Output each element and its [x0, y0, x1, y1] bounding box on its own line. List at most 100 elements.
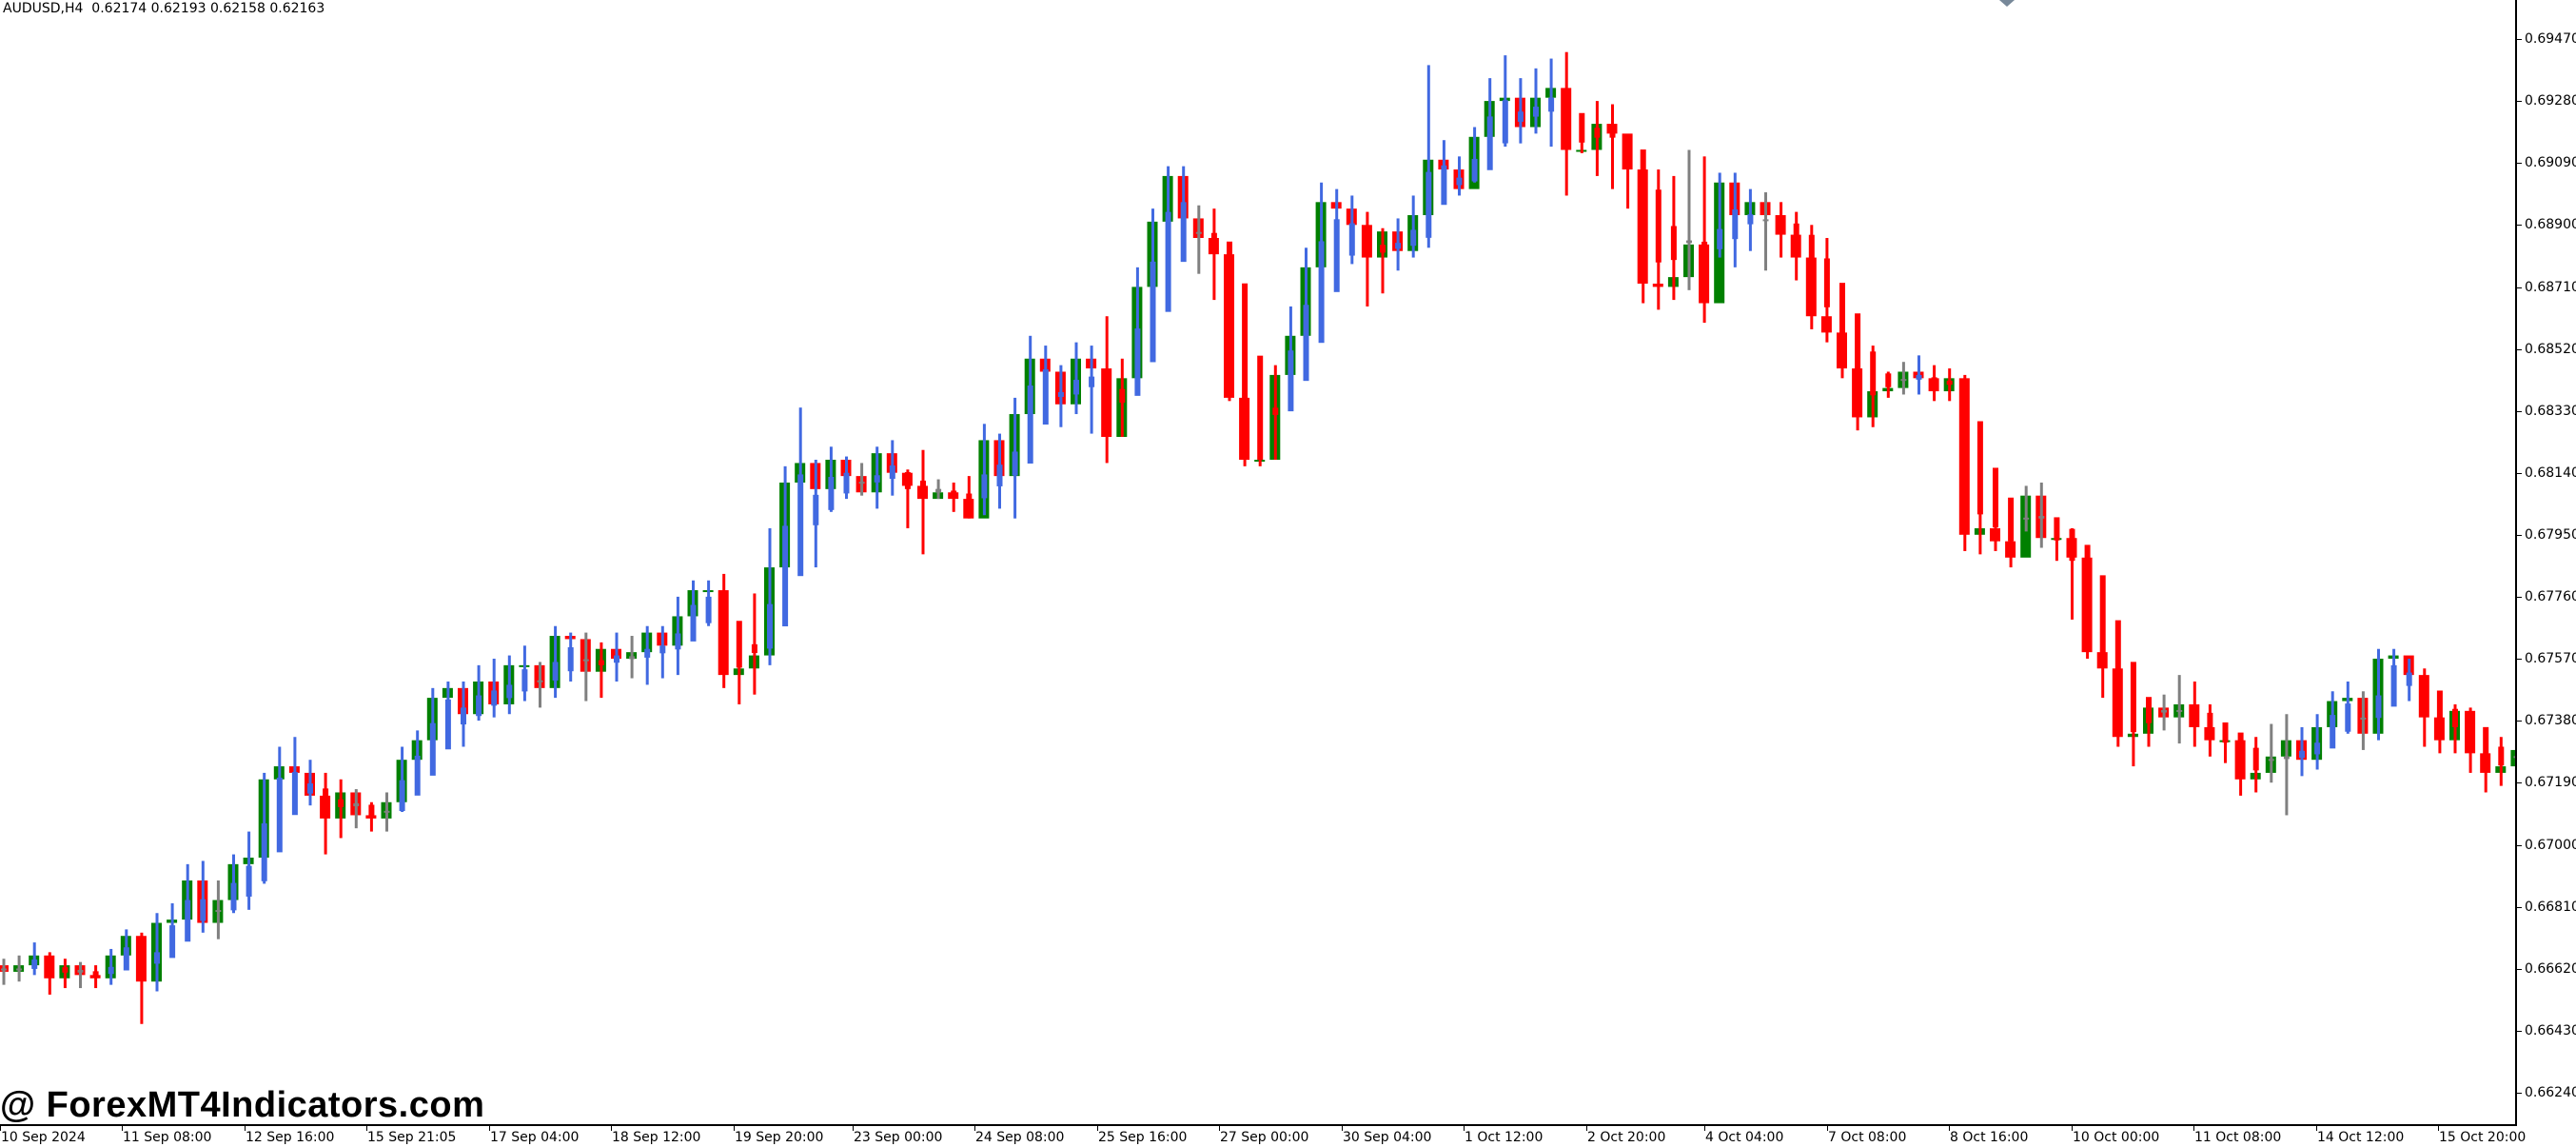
overlay-candle-body	[1579, 113, 1584, 143]
overlay-candle-body	[2192, 711, 2197, 716]
overlay-candle-body	[905, 472, 911, 489]
overlay-candle-body	[2330, 715, 2335, 748]
overlay-wick	[324, 773, 327, 855]
price-tick	[2517, 1031, 2522, 1032]
overlay-candle-body	[1671, 226, 1677, 260]
overlay-wick	[2025, 485, 2028, 531]
overlay-candle-body	[1410, 229, 1416, 246]
overlay-wick	[600, 643, 602, 698]
overlay-candle-body	[2008, 498, 2014, 542]
overlay-candle-body	[767, 604, 773, 649]
overlay-candle-body	[231, 883, 237, 911]
overlay-wick	[554, 626, 557, 698]
overlay-candle-body	[1272, 407, 1278, 415]
price-label: 0.69090	[2525, 155, 2576, 170]
overlay-candle-body	[568, 647, 574, 671]
overlay-candle-body	[1181, 202, 1187, 262]
overlay-candle-body	[1533, 107, 1539, 116]
overlay-candle-body	[538, 681, 543, 682]
overlay-candle-body	[185, 900, 190, 942]
overlay-candle-body	[2115, 621, 2121, 704]
overlay-candle-body	[1563, 105, 1569, 122]
overlay-candle-body	[215, 910, 221, 912]
overlay-candle-body	[169, 925, 175, 958]
overlay-wick	[983, 424, 986, 515]
overlay-candle-body	[1717, 229, 1722, 249]
overlay-wick	[493, 659, 496, 718]
time-label: 7 Oct 08:00	[1828, 1130, 1906, 1145]
overlay-wick	[79, 962, 82, 988]
price-tick	[2517, 163, 2522, 164]
overlay-candle-body	[614, 656, 619, 663]
overlay-wick	[2377, 649, 2380, 741]
overlay-candle-body	[246, 866, 252, 897]
overlay-candle-body	[2483, 727, 2488, 766]
overlay-candle-body	[2498, 746, 2504, 765]
overlay-candle-body	[368, 804, 374, 817]
chart-area[interactable]: AUDUSD,H4 0.62174 0.62193 0.62158 0.6216…	[0, 0, 2515, 1124]
overlay-candle-body	[1150, 262, 1156, 363]
symbol-ohlc-header: AUDUSD,H4 0.62174 0.62193 0.62158 0.6216…	[3, 1, 324, 16]
overlay-candle-body	[16, 969, 22, 971]
overlay-wick	[1458, 156, 1461, 195]
overlay-wick	[33, 942, 36, 975]
overlay-wick	[217, 880, 220, 939]
overlay-wick	[2178, 675, 2181, 743]
overlay-candle-body	[307, 783, 313, 794]
overlay-wick	[1412, 195, 1415, 257]
time-label: 18 Sep 12:00	[612, 1130, 700, 1145]
time-label: 17 Sep 04:00	[490, 1130, 579, 1145]
overlay-candle-body	[553, 662, 559, 681]
overlay-candle-body	[124, 947, 129, 970]
overlay-wick	[2285, 714, 2288, 815]
price-tick	[2517, 535, 2522, 536]
price-tick	[2517, 287, 2522, 288]
overlay-candle-body	[1900, 379, 1906, 381]
overlay-wick	[355, 789, 358, 828]
price-tick	[2517, 225, 2522, 226]
overlay-wick	[1596, 101, 1599, 176]
candlestick-plot	[0, 0, 2515, 1124]
overlay-candle-body	[154, 952, 160, 963]
overlay-candle-body	[1518, 111, 1524, 122]
overlay-candle-body	[353, 803, 359, 806]
time-label: 30 Sep 04:00	[1343, 1130, 1431, 1145]
overlay-candle-body	[2468, 718, 2473, 736]
overlay-candle-body	[1779, 220, 1784, 227]
overlay-wick	[1902, 362, 1905, 394]
overlay-wick	[860, 463, 863, 495]
overlay-candle-body	[1732, 209, 1738, 239]
overlay-wick	[1535, 69, 1538, 134]
price-label: 0.67190	[2525, 775, 2576, 790]
overlay-candle-body	[951, 490, 956, 496]
time-label: 23 Sep 00:00	[854, 1130, 942, 1145]
overlay-candle-body	[430, 723, 436, 776]
overlay-candle-body	[1013, 451, 1018, 475]
overlay-candle-body	[31, 959, 37, 969]
overlay-candle-body	[47, 964, 52, 970]
overlay-candle-body	[1166, 212, 1171, 312]
overlay-wick	[49, 952, 51, 995]
overlay-candle-body	[1932, 377, 1937, 384]
overlay-candle-body	[2391, 665, 2397, 707]
overlay-candle-body	[2176, 710, 2182, 712]
overlay-candle-body	[1641, 149, 1646, 229]
overlay-candle-body	[797, 474, 803, 576]
price-tick	[2517, 349, 2522, 350]
overlay-wick	[2316, 714, 2319, 769]
overlay-wick	[3, 959, 6, 984]
overlay-candle-body	[1747, 214, 1753, 224]
overlay-candle-body	[400, 781, 405, 811]
overlay-candle-body	[1917, 375, 1922, 380]
price-label: 0.67950	[2525, 527, 2576, 543]
price-label: 0.66620	[2525, 961, 2576, 977]
overlay-candle-body	[859, 482, 865, 484]
overlay-wick	[1565, 52, 1568, 196]
period-separator-marker-icon	[1999, 0, 2015, 7]
overlay-candle-body	[506, 684, 512, 698]
price-tick	[2517, 39, 2522, 40]
overlay-candle-body	[813, 495, 818, 525]
overlay-candle-body	[1763, 219, 1769, 221]
